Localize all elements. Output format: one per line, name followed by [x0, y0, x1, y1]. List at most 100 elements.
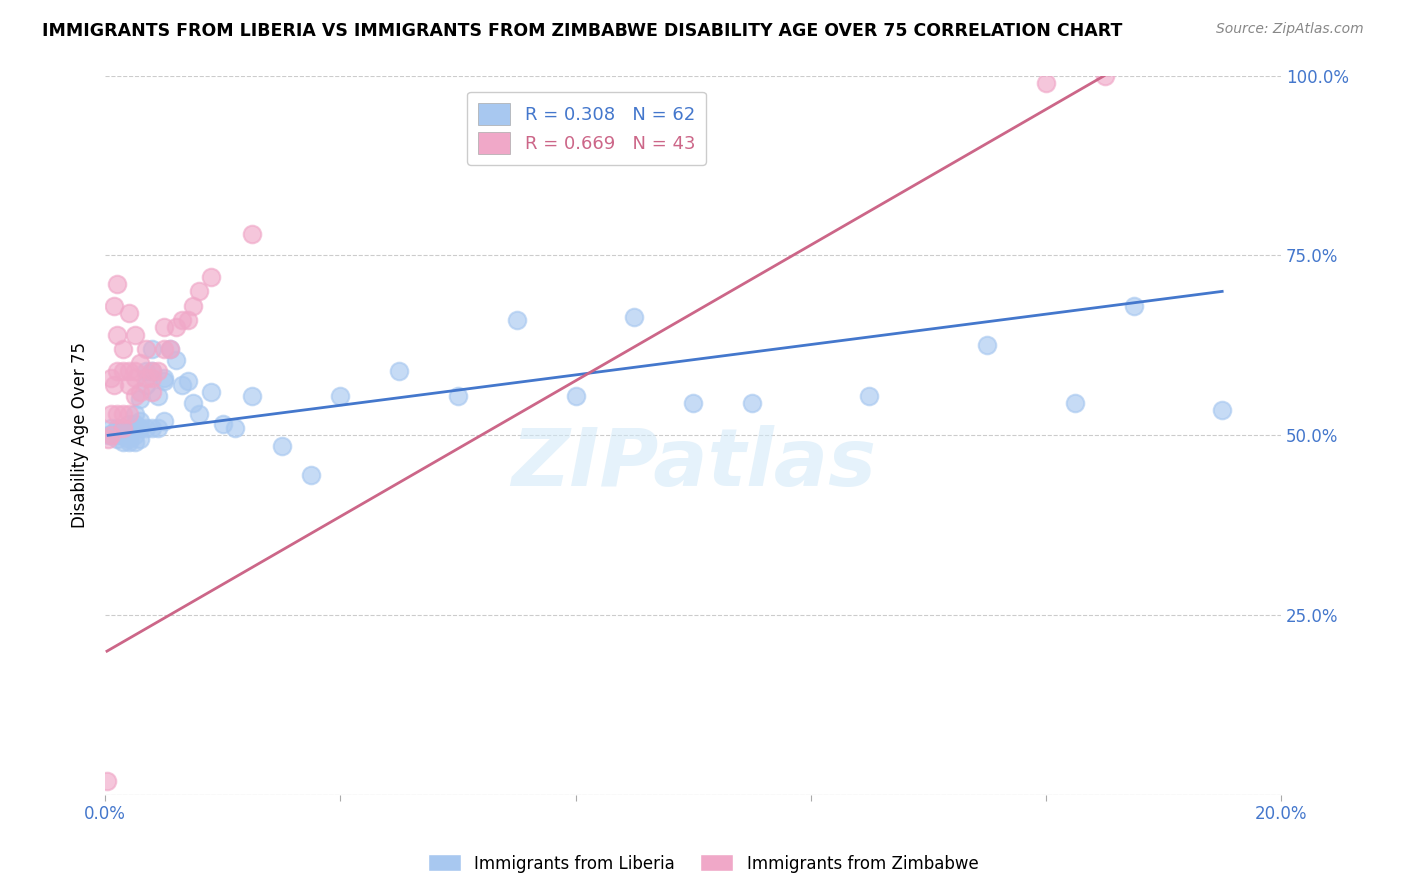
Point	[146, 363, 169, 377]
Point	[118, 428, 141, 442]
Point	[159, 342, 181, 356]
Point	[506, 313, 529, 327]
Point	[135, 363, 157, 377]
Point	[159, 342, 181, 356]
Point	[170, 313, 193, 327]
Point	[135, 342, 157, 356]
Point	[176, 313, 198, 327]
Point	[118, 425, 141, 439]
Point	[141, 370, 163, 384]
Point	[129, 356, 152, 370]
Point	[299, 467, 322, 482]
Point	[105, 421, 128, 435]
Point	[111, 363, 134, 377]
Point	[170, 378, 193, 392]
Point	[105, 407, 128, 421]
Point	[111, 342, 134, 356]
Point	[211, 417, 233, 432]
Point	[153, 320, 176, 334]
Point	[97, 428, 120, 442]
Point	[129, 421, 152, 435]
Point	[111, 428, 134, 442]
Point	[118, 306, 141, 320]
Point	[124, 428, 146, 442]
Point	[858, 389, 880, 403]
Point	[153, 414, 176, 428]
Point	[118, 435, 141, 450]
Point	[146, 421, 169, 435]
Point	[741, 396, 763, 410]
Point	[124, 435, 146, 450]
Point	[103, 425, 125, 439]
Point	[118, 432, 141, 446]
Point	[96, 773, 118, 788]
Point	[1123, 299, 1146, 313]
Point	[224, 421, 246, 435]
Point	[118, 417, 141, 432]
Y-axis label: Disability Age Over 75: Disability Age Over 75	[72, 343, 89, 528]
Point	[1035, 76, 1057, 90]
Point	[200, 270, 222, 285]
Point	[447, 389, 470, 403]
Point	[135, 421, 157, 435]
Point	[124, 417, 146, 432]
Point	[108, 425, 131, 439]
Point	[129, 385, 152, 400]
Point	[111, 407, 134, 421]
Point	[100, 428, 122, 442]
Point	[105, 432, 128, 446]
Point	[141, 363, 163, 377]
Point	[623, 310, 645, 324]
Point	[1211, 403, 1233, 417]
Point	[388, 363, 411, 377]
Point	[124, 407, 146, 421]
Point	[118, 378, 141, 392]
Point	[105, 428, 128, 442]
Point	[153, 342, 176, 356]
Point	[183, 299, 205, 313]
Point	[564, 389, 586, 403]
Point	[105, 363, 128, 377]
Text: IMMIGRANTS FROM LIBERIA VS IMMIGRANTS FROM ZIMBABWE DISABILITY AGE OVER 75 CORRE: IMMIGRANTS FROM LIBERIA VS IMMIGRANTS FR…	[42, 22, 1122, 40]
Legend: Immigrants from Liberia, Immigrants from Zimbabwe: Immigrants from Liberia, Immigrants from…	[420, 847, 986, 880]
Point	[165, 320, 187, 334]
Point	[188, 407, 211, 421]
Point	[141, 421, 163, 435]
Point	[111, 421, 134, 435]
Point	[100, 407, 122, 421]
Point	[141, 342, 163, 356]
Point	[100, 370, 122, 384]
Text: Source: ZipAtlas.com: Source: ZipAtlas.com	[1216, 22, 1364, 37]
Point	[111, 421, 134, 435]
Point	[141, 363, 163, 377]
Point	[129, 432, 152, 446]
Text: ZIPatlas: ZIPatlas	[510, 425, 876, 503]
Legend: R = 0.308   N = 62, R = 0.669   N = 43: R = 0.308 N = 62, R = 0.669 N = 43	[467, 92, 706, 165]
Point	[183, 396, 205, 410]
Point	[240, 227, 263, 241]
Point	[118, 407, 141, 421]
Point	[146, 389, 169, 403]
Point	[135, 378, 157, 392]
Point	[153, 374, 176, 388]
Point	[329, 389, 352, 403]
Point	[1094, 69, 1116, 83]
Point	[124, 421, 146, 435]
Point	[105, 277, 128, 292]
Point	[135, 370, 157, 384]
Point	[97, 432, 120, 446]
Point	[103, 299, 125, 313]
Point	[124, 370, 146, 384]
Point	[111, 435, 134, 450]
Point	[165, 352, 187, 367]
Point	[118, 363, 141, 377]
Point	[1064, 396, 1087, 410]
Point	[129, 414, 152, 428]
Point	[103, 378, 125, 392]
Point	[124, 363, 146, 377]
Point	[105, 327, 128, 342]
Point	[100, 421, 122, 435]
Point	[141, 385, 163, 400]
Point	[124, 327, 146, 342]
Point	[176, 374, 198, 388]
